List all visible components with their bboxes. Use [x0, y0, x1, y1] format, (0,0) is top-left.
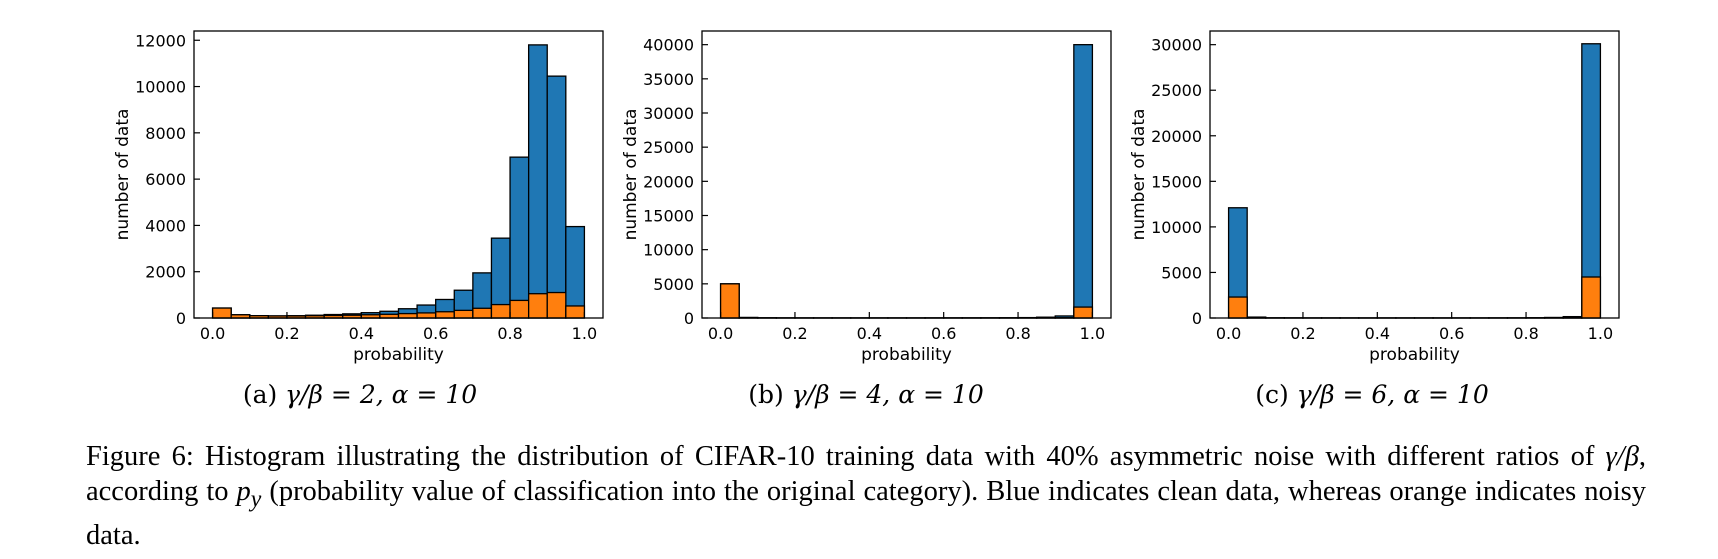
y-tick-label: 15000 [1151, 172, 1202, 191]
y-tick-label: 2000 [145, 263, 186, 282]
y-tick-label: 10000 [135, 78, 186, 97]
bar-noisy-19 [1582, 277, 1601, 318]
bar-noisy-0 [213, 308, 232, 318]
subcaption-math: γ/β = 4, α = 10 [792, 380, 984, 409]
y-tick-label: 10000 [1151, 218, 1202, 237]
bar-noisy-16 [510, 300, 529, 318]
y-tick-label: 40000 [643, 36, 694, 55]
bar-noisy-10 [399, 314, 418, 318]
y-tick-label: 6000 [145, 170, 186, 189]
x-axis-label: probability [1369, 345, 1460, 365]
y-tick-label: 0 [176, 309, 186, 328]
y-tick-label: 25000 [1151, 81, 1202, 100]
plot-frame [702, 31, 1111, 318]
y-tick-label: 5000 [653, 275, 694, 294]
bar-noisy-17 [529, 294, 548, 318]
y-tick-label: 4000 [145, 216, 186, 235]
x-tick-label: 0.0 [708, 324, 733, 343]
y-tick-label: 12000 [135, 31, 186, 50]
x-tick-label: 0.4 [857, 324, 882, 343]
subcaption-prefix: (b) [748, 380, 791, 409]
x-tick-label: 1.0 [1588, 324, 1613, 343]
bar-total-18 [547, 76, 566, 318]
figure-caption: Figure 6: Histogram illustrating the dis… [86, 439, 1646, 553]
y-tick-label: 35000 [643, 70, 694, 89]
bar-noisy-15 [491, 305, 510, 318]
x-tick-label: 0.4 [1365, 324, 1390, 343]
subcaption-math: γ/β = 2, α = 10 [285, 380, 477, 409]
y-tick-label: 30000 [1151, 36, 1202, 55]
bar-total-17 [529, 45, 548, 318]
y-tick-label: 20000 [643, 172, 694, 191]
caption-math-p-sub: y [251, 487, 262, 513]
y-tick-label: 8000 [145, 124, 186, 143]
bar-noisy-0 [1229, 297, 1248, 318]
subcaption: (c) γ/β = 6, α = 10 [1255, 380, 1489, 409]
caption-math-ratio: γ/β [1606, 441, 1639, 472]
caption-part2: asymmetric noise with different ratios o… [1099, 441, 1606, 472]
y-tick-label: 20000 [1151, 127, 1202, 146]
bar-noisy-19 [1074, 307, 1093, 318]
y-axis-label: number of data [621, 109, 641, 241]
figure-charts: 0.0 0.2 0.4 0.6 0.8 1.0 0 2000 4000 6000 8000 10000… [0, 0, 1718, 420]
x-tick-label: 0.0 [200, 324, 225, 343]
subcaption-prefix: (c) [1255, 380, 1296, 409]
x-tick-label: 0.6 [931, 324, 956, 343]
x-tick-label: 0.2 [1290, 324, 1315, 343]
y-tick-label: 30000 [643, 104, 694, 123]
plot-frame [1210, 31, 1619, 318]
caption-part4: (probability value of classification int… [86, 476, 1646, 551]
bar-noisy-12 [436, 312, 455, 318]
bar-noisy-0 [721, 284, 740, 318]
chart-panel-1: 0.0 0.2 0.4 0.6 0.8 1.0 0 2000 4000 6000 8000 10000… [113, 31, 603, 409]
x-axis-label: probability [861, 345, 952, 365]
caption-math-pct: 40% [1046, 441, 1098, 472]
x-tick-label: 0.0 [1216, 324, 1241, 343]
caption-part1: Figure 6: Histogram illustrating the dis… [86, 441, 1046, 472]
y-axis-label: number of data [113, 109, 133, 241]
bar-noisy-13 [454, 310, 473, 318]
bar-noisy-14 [473, 308, 492, 318]
x-tick-label: 1.0 [1080, 324, 1105, 343]
x-tick-label: 0.8 [1005, 324, 1030, 343]
caption-math-p: p [237, 476, 251, 507]
y-tick-label: 5000 [1161, 263, 1202, 282]
subcaption: (a) γ/β = 2, α = 10 [243, 380, 477, 409]
x-tick-label: 1.0 [572, 324, 597, 343]
x-axis-label: probability [353, 345, 444, 365]
subcaption-math: γ/β = 6, α = 10 [1297, 380, 1489, 409]
x-tick-label: 0.6 [423, 324, 448, 343]
y-tick-label: 0 [1192, 309, 1202, 328]
y-tick-label: 10000 [643, 241, 694, 260]
subcaption-prefix: (a) [243, 380, 285, 409]
bar-noisy-11 [417, 313, 436, 318]
bar-total-19 [566, 227, 585, 318]
y-tick-label: 15000 [643, 207, 694, 226]
x-tick-label: 0.2 [274, 324, 299, 343]
chart-panel-2: 0.0 0.2 0.4 0.6 0.8 1.0 0 5000 10000 15000 20000 25… [621, 31, 1111, 409]
bar-total-16 [510, 157, 529, 318]
y-axis-label: number of data [1129, 109, 1149, 241]
x-tick-label: 0.4 [349, 324, 374, 343]
x-tick-label: 0.8 [497, 324, 522, 343]
subcaption: (b) γ/β = 4, α = 10 [748, 380, 984, 409]
bar-noisy-19 [566, 306, 585, 318]
bar-noisy-18 [547, 293, 566, 318]
y-tick-label: 0 [684, 309, 694, 328]
y-tick-label: 25000 [643, 138, 694, 157]
x-tick-label: 0.8 [1513, 324, 1538, 343]
chart-panel-3: 0.0 0.2 0.4 0.6 0.8 1.0 0 5000 10000 15000 20000 25… [1129, 31, 1619, 409]
x-tick-label: 0.2 [782, 324, 807, 343]
x-tick-label: 0.6 [1439, 324, 1464, 343]
bar-total-19 [1074, 45, 1093, 318]
